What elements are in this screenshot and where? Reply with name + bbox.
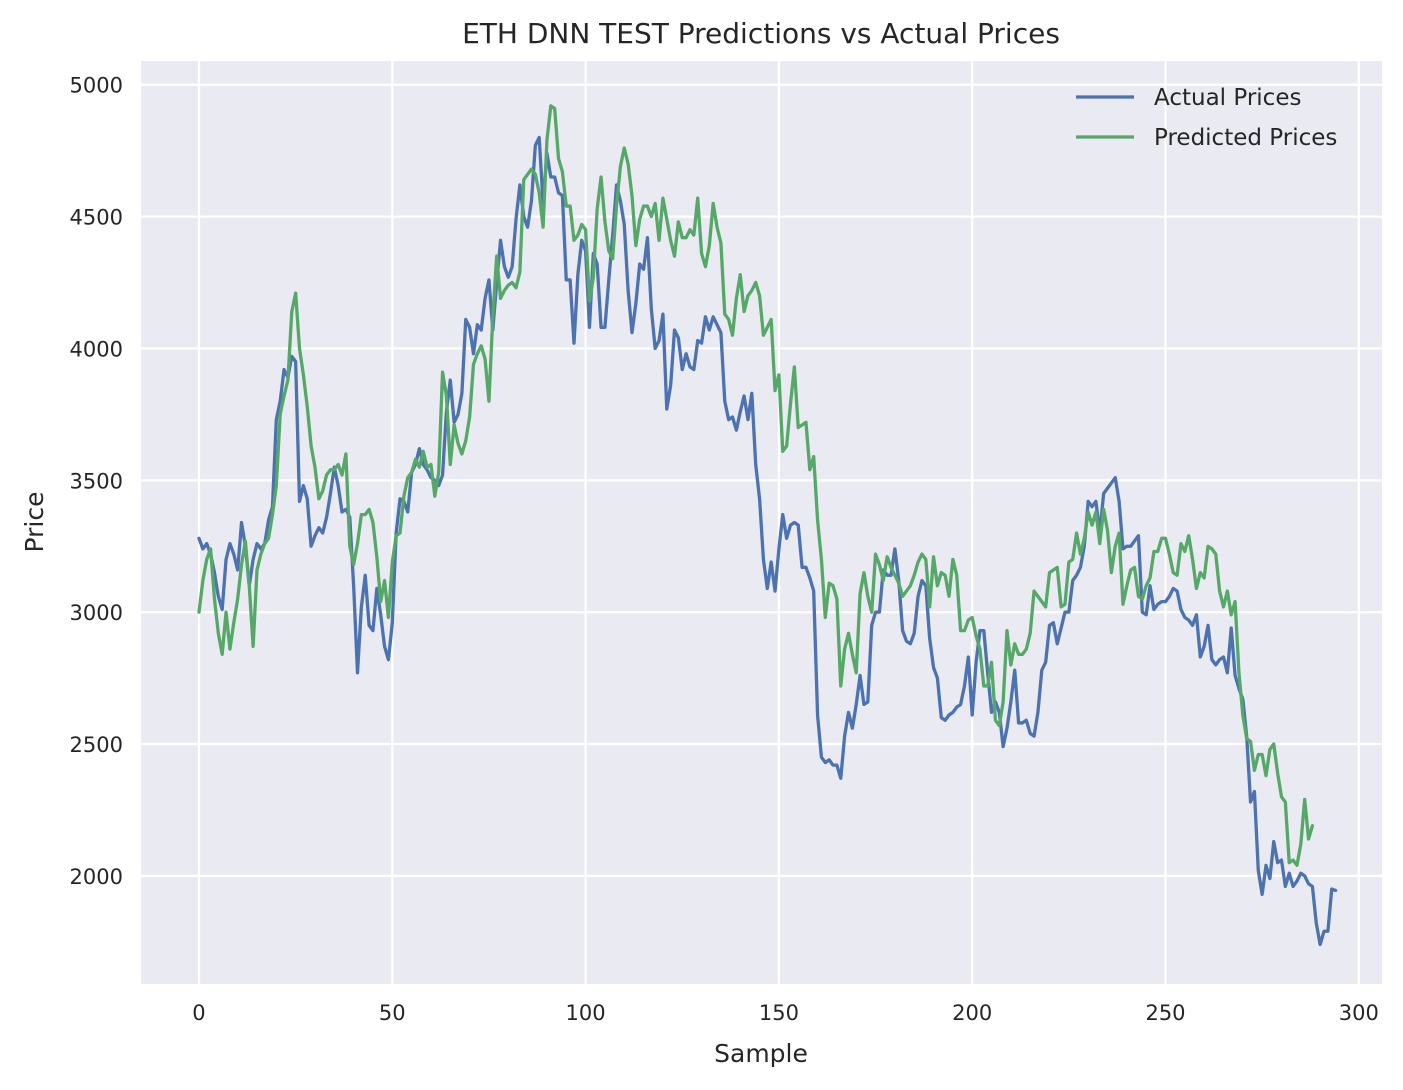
y-tick-label: 2000 [70,865,123,889]
y-tick-label: 2500 [70,733,123,757]
x-tick-label: 100 [566,1001,606,1025]
legend-label-predicted: Predicted Prices [1154,125,1337,151]
legend-label-actual: Actual Prices [1154,85,1301,111]
y-tick-label: 4000 [70,337,123,361]
x-tick-label: 0 [192,1001,205,1025]
x-tick-label: 50 [379,1001,406,1025]
chart-title: ETH DNN TEST Predictions vs Actual Price… [462,17,1060,50]
y-axis-label: Price [20,492,49,553]
legend: Actual Prices Predicted Prices [1076,85,1337,151]
x-tick-label: 200 [952,1001,992,1025]
y-tick-label: 5000 [70,74,123,98]
y-tick-label: 3500 [70,469,123,493]
series-line-actual [197,135,1338,947]
x-axis-label: Sample [714,1039,808,1068]
y-tick-label: 4500 [70,206,123,230]
x-axis: 0 50 100 150 200 250 300 [192,1001,1379,1025]
x-tick-label: 300 [1339,1001,1379,1025]
y-tick-label: 3000 [70,601,123,625]
y-axis: 2000 2500 3000 3500 4000 4500 5000 [70,74,123,889]
x-tick-label: 250 [1145,1001,1185,1025]
series-line-predicted [197,104,1315,867]
x-tick-label: 150 [759,1001,799,1025]
series-layer [197,104,1338,947]
grid [141,61,1382,984]
